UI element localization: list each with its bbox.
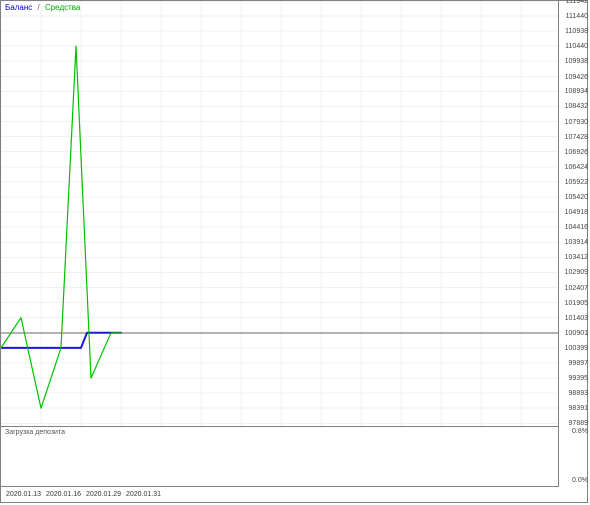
y-tick: 103914 (565, 239, 588, 246)
x-tick: 2020.01.16 (46, 491, 81, 498)
y-tick: 111942 (566, 0, 588, 5)
legend-series-b: Средства (45, 3, 80, 12)
x-tick: 2020.01.13 (6, 491, 41, 498)
y-tick: 102407 (565, 285, 588, 292)
y-axis: 111942 111440 110938 110440 109938 109426 1089… (559, 1, 589, 426)
y-tick: 107930 (565, 119, 588, 126)
y-tick: 109426 (565, 74, 588, 81)
chart-frame: Баланс / Средства 111942 111440 110938 1104… (0, 0, 588, 503)
x-tick: 2020.01.31 (126, 491, 161, 498)
legend-separator: / (37, 3, 39, 12)
y-tick: 105922 (565, 179, 588, 186)
lower-panel-label: Загрузка депозита (5, 429, 65, 436)
x-tick: 2020.01.29 (86, 491, 121, 498)
y-tick: 108934 (565, 88, 588, 95)
y-tick: 101905 (565, 300, 588, 307)
y-tick: 98893 (569, 390, 588, 397)
y-tick: 99897 (569, 360, 588, 367)
main-chart-area (1, 1, 559, 426)
y-tick: 102909 (565, 269, 588, 276)
y-tick: 105420 (565, 194, 588, 201)
x-axis: 2020.01.13 2020.01.16 2020.01.29 2020.01.31 (1, 486, 559, 503)
y-tick: 104416 (565, 224, 588, 231)
y-tick: 110938 (565, 28, 588, 35)
main-chart-svg (1, 1, 558, 426)
legend: Баланс / Средства (5, 3, 80, 13)
lower-ytick-1: 0.0% (572, 477, 588, 484)
y-tick: 106424 (565, 164, 588, 171)
y-tick: 110440 (565, 43, 588, 50)
y-tick: 100399 (565, 345, 588, 352)
legend-series-a: Баланс (5, 3, 32, 12)
y-tick: 108432 (565, 103, 588, 110)
y-tick: 101403 (565, 315, 588, 322)
y-tick: 111440 (566, 13, 588, 20)
lower-panel: Загрузка депозита (1, 426, 559, 486)
y-tick: 98391 (569, 405, 588, 412)
y-tick: 100901 (565, 330, 588, 337)
lower-ytick-0: 0.8% (572, 428, 588, 435)
y-tick: 109938 (565, 58, 588, 65)
y-tick: 106926 (565, 149, 588, 156)
y-tick: 107428 (565, 134, 588, 141)
y-tick: 104918 (565, 209, 588, 216)
lower-y-axis: 0.8% 0.0% (559, 426, 589, 486)
y-tick: 99395 (569, 375, 588, 382)
y-tick: 103412 (565, 254, 588, 261)
